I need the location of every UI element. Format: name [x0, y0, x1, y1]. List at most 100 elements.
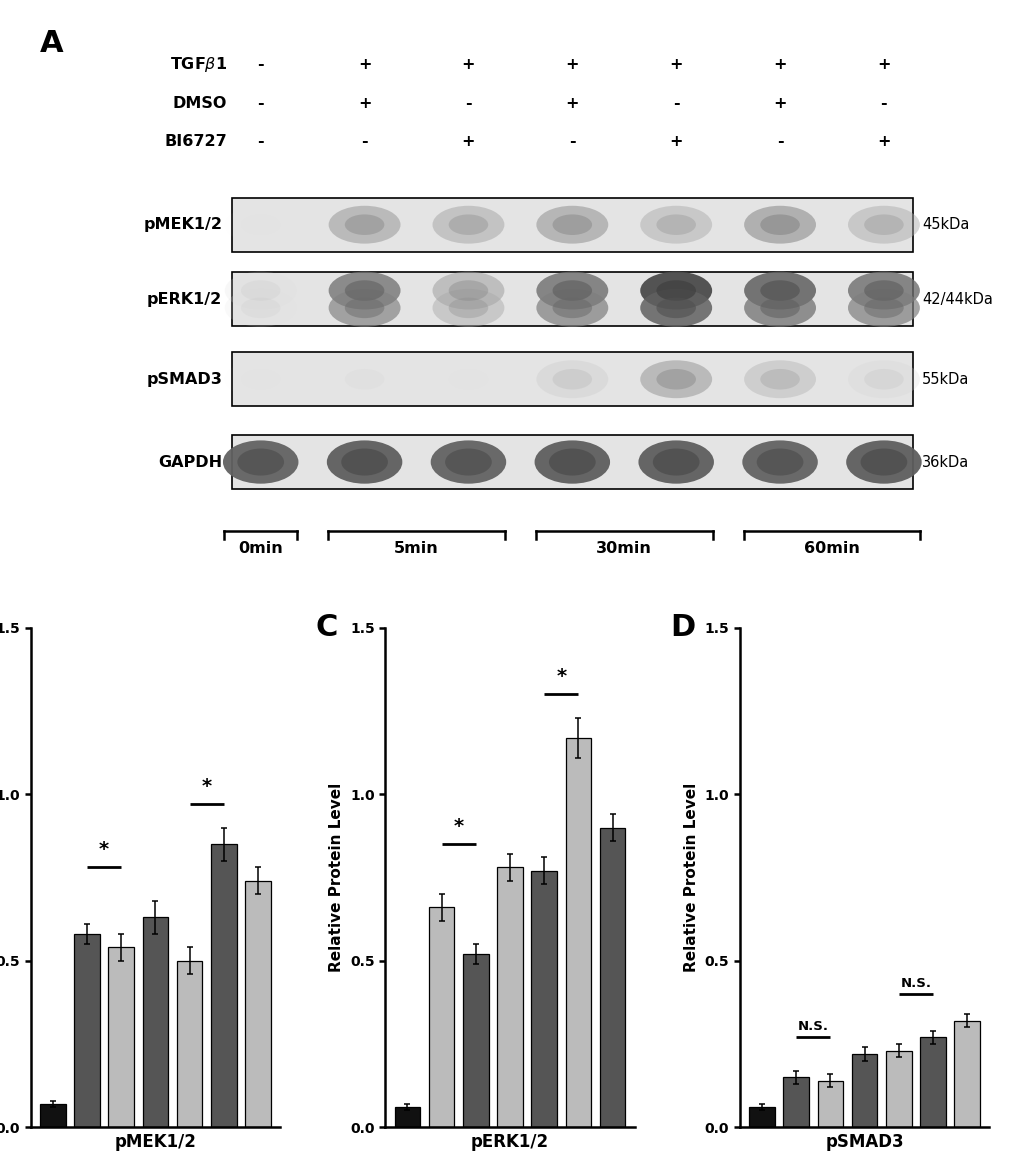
Bar [74, 934, 100, 1127]
Ellipse shape [847, 272, 919, 309]
Ellipse shape [536, 272, 607, 309]
Ellipse shape [640, 206, 711, 244]
Text: 60min: 60min [803, 541, 859, 555]
Bar [428, 908, 454, 1127]
Text: 55kDa: 55kDa [921, 372, 969, 387]
Text: *: * [555, 667, 566, 686]
Text: N.S.: N.S. [797, 1020, 828, 1033]
Ellipse shape [638, 440, 713, 483]
Text: A: A [40, 29, 64, 58]
Ellipse shape [652, 449, 699, 475]
Ellipse shape [744, 206, 815, 244]
Bar [599, 827, 625, 1127]
Text: *: * [453, 817, 464, 835]
Ellipse shape [744, 360, 815, 399]
Ellipse shape [240, 297, 280, 318]
Ellipse shape [534, 440, 609, 483]
Bar [176, 961, 203, 1127]
Ellipse shape [640, 289, 711, 327]
Ellipse shape [432, 272, 504, 309]
Ellipse shape [448, 280, 488, 301]
Text: -: - [776, 135, 783, 150]
Ellipse shape [328, 206, 400, 244]
Ellipse shape [756, 449, 803, 475]
Text: 30min: 30min [596, 541, 651, 555]
Ellipse shape [444, 449, 491, 475]
Y-axis label: Relative Protein Level: Relative Protein Level [684, 783, 698, 973]
Bar [851, 1054, 876, 1127]
Text: BI6727: BI6727 [164, 135, 227, 150]
Bar [919, 1038, 945, 1127]
Bar [211, 844, 236, 1127]
Text: +: + [565, 95, 579, 110]
Y-axis label: Relative Protein Level: Relative Protein Level [329, 783, 344, 973]
Ellipse shape [552, 297, 591, 318]
Text: -: - [569, 135, 575, 150]
Ellipse shape [432, 289, 504, 327]
Ellipse shape [224, 272, 297, 309]
Ellipse shape [759, 370, 799, 389]
X-axis label: pERK1/2: pERK1/2 [471, 1133, 548, 1150]
Text: +: + [668, 135, 683, 150]
Ellipse shape [744, 272, 815, 309]
Ellipse shape [344, 370, 384, 389]
Text: +: + [876, 135, 890, 150]
Ellipse shape [326, 440, 401, 483]
Ellipse shape [742, 440, 817, 483]
Text: D: D [669, 612, 694, 641]
Ellipse shape [847, 289, 919, 327]
Ellipse shape [344, 215, 384, 235]
Text: DMSO: DMSO [172, 95, 227, 110]
Text: 5min: 5min [393, 541, 438, 555]
Ellipse shape [860, 449, 907, 475]
Text: +: + [358, 57, 371, 72]
Ellipse shape [656, 280, 695, 301]
Ellipse shape [656, 215, 695, 235]
Text: 42/44kDa: 42/44kDa [921, 292, 993, 307]
Ellipse shape [552, 370, 591, 389]
Bar [394, 1107, 420, 1127]
Text: 36kDa: 36kDa [921, 454, 969, 469]
Ellipse shape [223, 440, 299, 483]
Ellipse shape [548, 449, 595, 475]
Bar [748, 1107, 774, 1127]
Text: 45kDa: 45kDa [921, 217, 969, 232]
Ellipse shape [328, 272, 400, 309]
Text: 0min: 0min [238, 541, 283, 555]
Ellipse shape [344, 280, 384, 301]
Text: +: + [668, 57, 683, 72]
Ellipse shape [448, 215, 488, 235]
Bar [496, 868, 523, 1127]
Ellipse shape [640, 360, 711, 399]
Text: +: + [358, 95, 371, 110]
Ellipse shape [328, 289, 400, 327]
Ellipse shape [846, 440, 921, 483]
Text: +: + [772, 95, 786, 110]
Ellipse shape [344, 297, 384, 318]
Text: pERK1/2: pERK1/2 [147, 292, 222, 307]
Bar [531, 870, 556, 1127]
Text: C: C [315, 612, 337, 641]
Text: -: - [879, 95, 887, 110]
Text: *: * [202, 777, 212, 796]
Ellipse shape [656, 297, 695, 318]
Text: +: + [565, 57, 579, 72]
Text: +: + [462, 57, 475, 72]
Ellipse shape [240, 280, 280, 301]
Bar [783, 1077, 808, 1127]
Text: N.S.: N.S. [900, 977, 930, 990]
Text: -: - [257, 95, 264, 110]
FancyBboxPatch shape [231, 272, 912, 327]
Ellipse shape [863, 370, 903, 389]
Text: -: - [673, 95, 679, 110]
Ellipse shape [430, 440, 505, 483]
X-axis label: pSMAD3: pSMAD3 [824, 1133, 903, 1150]
Bar [108, 947, 133, 1127]
Ellipse shape [863, 215, 903, 235]
Text: -: - [465, 95, 472, 110]
Bar [565, 738, 591, 1127]
Ellipse shape [759, 280, 799, 301]
Ellipse shape [759, 297, 799, 318]
Ellipse shape [536, 360, 607, 399]
Bar [40, 1104, 65, 1127]
